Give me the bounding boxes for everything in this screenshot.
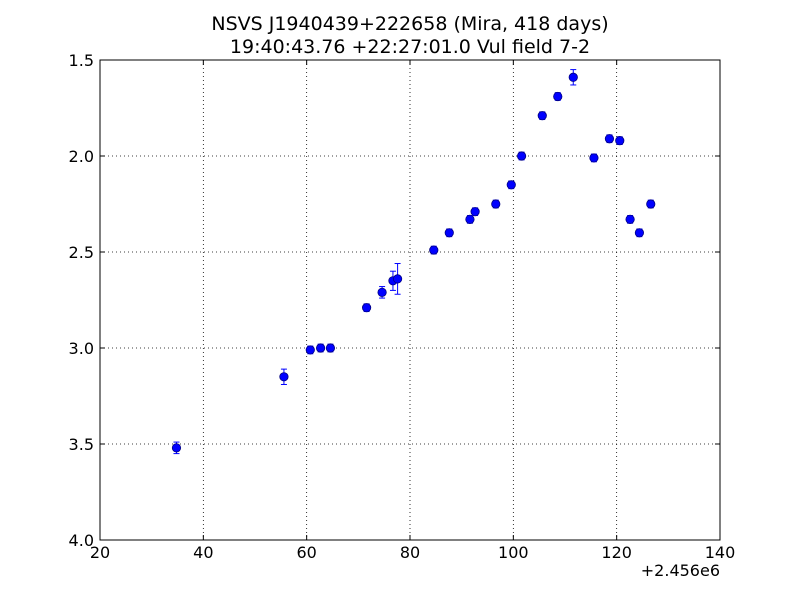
- data-point: [589, 153, 599, 163]
- data-point: [634, 228, 645, 238]
- data-point: [361, 303, 372, 313]
- x-tick-label: 60: [296, 543, 316, 562]
- data-point: [491, 199, 501, 209]
- data-point: [625, 214, 635, 224]
- data-point: [646, 199, 656, 209]
- data-point: [615, 136, 625, 146]
- data-point: [553, 91, 563, 102]
- y-tick-label: 1.5: [69, 51, 94, 70]
- x-offset-label: +2.456e6: [641, 561, 720, 580]
- y-tick-label: 2.0: [69, 147, 94, 166]
- data-point: [316, 343, 326, 353]
- x-tick-label: 20: [90, 543, 110, 562]
- data-point: [377, 287, 387, 297]
- data-point: [171, 443, 182, 453]
- data-point: [506, 180, 516, 190]
- x-tick-label: 80: [400, 543, 420, 562]
- data-point: [305, 345, 315, 355]
- x-tick-label: 140: [705, 543, 736, 562]
- data-point: [465, 214, 475, 224]
- data-point: [516, 151, 527, 161]
- data-point: [444, 228, 454, 238]
- data-point: [604, 134, 615, 144]
- x-tick-label: 100: [498, 543, 529, 562]
- y-tick-labels: 1.5 2.0 2.5 3.0 3.5 4.0: [69, 51, 94, 550]
- data-point: [429, 245, 439, 255]
- data-point: [325, 343, 336, 353]
- data-point: [470, 207, 480, 217]
- y-tick-label: 3.5: [69, 435, 94, 454]
- data-points: [171, 69, 656, 455]
- y-tick-label: 3.0: [69, 339, 94, 358]
- axis-ticks: [99, 59, 721, 541]
- data-point: [537, 111, 547, 121]
- data-point: [279, 372, 289, 382]
- x-tick-label: 40: [193, 543, 213, 562]
- data-point: [568, 72, 578, 82]
- data-point: [392, 274, 403, 284]
- chart-title: NSVS J1940439+222658 (Mira, 418 days): [211, 13, 608, 35]
- y-tick-label: 2.5: [69, 243, 94, 262]
- y-tick-label: 4.0: [69, 531, 94, 550]
- chart-subtitle: 19:40:43.76 +22:27:01.0 Vul field 7-2: [230, 36, 590, 58]
- x-tick-labels: 20 40 60 80 100 120 140: [90, 543, 735, 562]
- x-tick-label: 120: [601, 543, 632, 562]
